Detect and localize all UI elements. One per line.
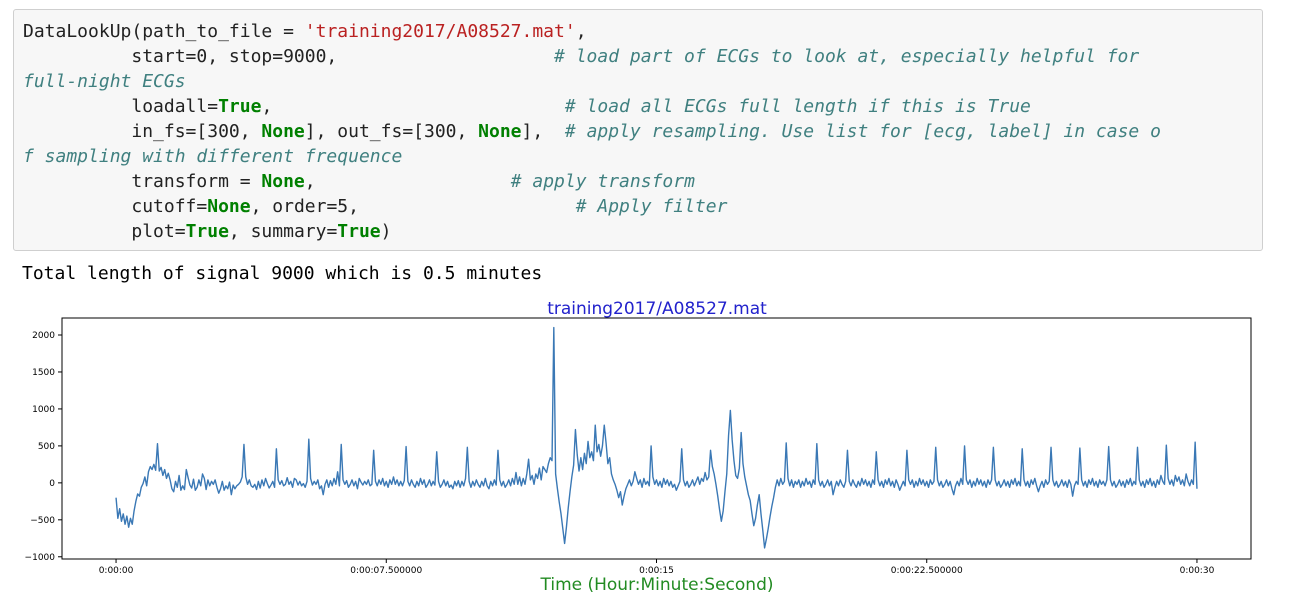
code-token: loadall= [23,96,219,117]
code-editor[interactable]: DataLookUp(path_to_file = 'training2017/… [23,19,1161,244]
y-tick-label: 1500 [32,368,55,378]
code-token: # load part of ECGs to look at, especial… [554,46,1140,67]
code-token: plot= [23,221,186,242]
code-line: in_fs=[300, None], out_fs=[300, None], #… [23,121,1161,142]
code-token: cutoff= [23,196,208,217]
x-tick-label: 0:00:00 [99,566,134,576]
y-tick-label: 0 [49,479,55,489]
code-token: # load all ECGs full length if this is T… [564,96,1031,117]
y-tick-label: −500 [30,516,55,526]
code-line: full-night ECGs [23,71,186,92]
code-token: ], [521,121,565,142]
chart-title: training2017/A08527.mat [547,299,767,319]
code-line: plot=True, summary=True) [23,221,392,242]
code-token: , [575,21,587,42]
code-token: f sampling with different frequence [23,146,403,167]
code-token: , [304,171,511,192]
y-tick-label: 1000 [32,405,55,415]
code-token: 'training2017/A08527.mat' [304,21,576,42]
code-token: # Apply filter [575,196,728,217]
code-token: full-night ECGs [23,71,186,92]
x-tick-label: 0:00:15 [639,566,674,576]
code-line: f sampling with different frequence [23,146,402,167]
code-token: True [337,221,381,242]
code-token: None [478,121,522,142]
code-token: ) [380,221,392,242]
code-token: start=0, stop=9000, [23,46,555,67]
code-line: cutoff=None, order=5, # Apply filter [23,196,727,217]
code-token: DataLookUp(path_to_file = [23,21,305,42]
code-line: loadall=True, # load all ECGs full lengt… [23,96,1031,117]
x-tick-label: 0:00:07.500000 [350,566,422,576]
y-tick-label: 2000 [32,331,55,341]
code-token: None [261,121,305,142]
code-token: ], out_fs=[300, [304,121,479,142]
code-token: , summary= [228,221,338,242]
code-line: start=0, stop=9000, # load part of ECGs … [23,46,1139,67]
code-cell[interactable]: DataLookUp(path_to_file = 'training2017/… [13,9,1263,251]
y-tick-label: −1000 [25,553,56,563]
ecg-chart: training2017/A08527.mat −1000 −500 0 500 100… [25,299,1252,595]
code-line: transform = None, # apply transform [23,171,695,192]
code-token: None [207,196,251,217]
x-axis-label: Time (Hour:Minute:Second) [539,575,773,595]
code-token: None [261,171,305,192]
y-tick-label: 500 [38,442,55,452]
x-tick-label: 0:00:22.500000 [891,566,963,576]
x-tick-label: 0:00:30 [1180,566,1215,576]
code-token: , [261,96,565,117]
code-token: True [185,221,229,242]
code-token: transform = [23,171,262,192]
code-token: in_fs=[300, [23,121,262,142]
plot-area [61,317,1252,560]
code-token: # apply resampling. Use list for [ecg, l… [564,121,1161,142]
code-token: True [218,96,262,117]
x-axis: 0:00:00 0:00:07.500000 0:00:15 0:00:22.5000… [99,559,1215,576]
output-summary-text: Total length of signal 9000 which is 0.5… [22,263,543,284]
code-line: DataLookUp(path_to_file = 'training2017/… [23,21,587,42]
y-axis: −1000 −500 0 500 1000 1500 2000 [25,331,62,563]
code-token: , order=5, [250,196,576,217]
ecg-signal-line [115,326,1198,549]
code-token: # apply transform [510,171,695,192]
